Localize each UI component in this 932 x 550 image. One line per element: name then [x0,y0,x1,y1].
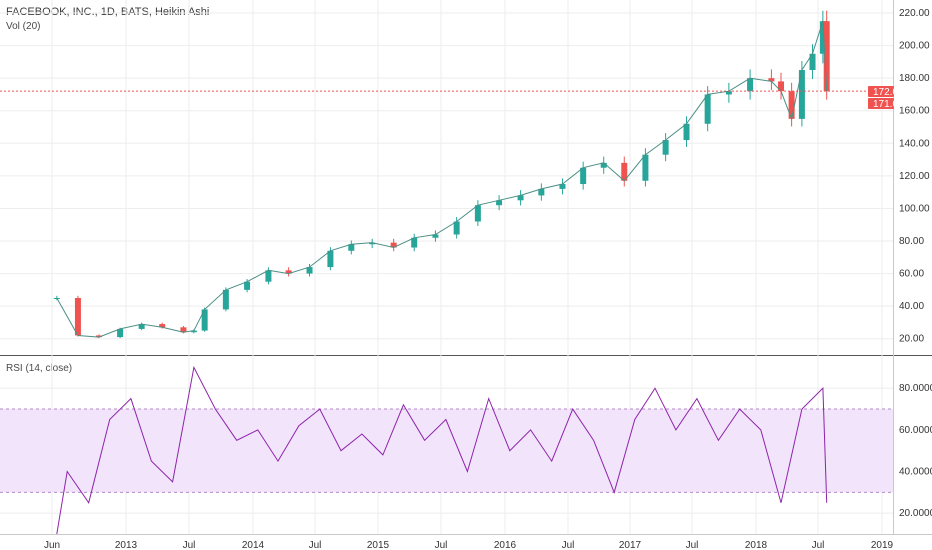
rsi-axis-tick: 60.0000 [899,425,932,436]
candle-body [348,244,355,251]
candle-body [117,328,124,338]
time-axis-tick: 2016 [494,540,517,550]
price-trend-line [56,21,828,338]
candle-body [798,70,805,119]
candle-body [432,234,439,238]
candle-body [823,21,830,92]
candle-body [621,162,628,181]
time-axis-tick: 2019 [871,540,894,550]
last-price-tag: 172.06 [868,86,904,98]
time-axis-tick: 2013 [115,540,138,550]
time-axis-tick: Jul [562,540,575,550]
time-axis-tick: 2014 [242,540,265,550]
price-axis-tick: 100.00 [899,203,930,214]
candle-body [704,94,711,124]
time-axis-tick: Jul [309,540,322,550]
candle-body [517,195,524,201]
time-axis-tick: Jul [183,540,196,550]
price-axis-tick: 80.00 [899,236,924,247]
candle-body [369,242,376,245]
close-price-tag: 171.06 [868,98,904,110]
price-axis-tick: 40.00 [899,301,924,312]
candle-body [683,123,690,141]
candle-body [96,335,103,338]
candle-body [285,270,292,274]
time-axis-tick: Jun [44,540,60,550]
price-axis-tick: 20.00 [899,334,924,345]
time-axis-tick: 2017 [619,540,642,550]
candle-body [138,324,145,329]
candle-body [725,91,732,95]
price-axis-tick: 180.00 [899,73,930,84]
time-axis-tick: 2015 [367,540,390,550]
time-axis-tick: 2018 [745,540,768,550]
close-price-text: 171.06 [873,99,904,110]
candle-body [222,289,229,310]
price-axis-tick: 200.00 [899,41,930,52]
time-axis-tick: Jul [686,540,699,550]
candle-body [768,78,775,82]
candle-body [642,154,649,181]
price-axis-tick: 60.00 [899,269,924,280]
candle-body [496,200,503,206]
rsi-line [56,365,828,535]
candle-body [74,298,81,336]
candle-body [390,242,397,248]
candles [53,10,830,339]
candle-body [559,184,566,189]
candle-body [159,324,166,328]
candle-body [201,309,208,331]
candle-body [600,162,607,168]
price-axis-tick: 120.00 [899,171,930,182]
candle-body [809,53,816,71]
rsi-axis-tick: 80.0000 [899,383,932,394]
candle-body [306,267,313,274]
time-axis-tick: Jul [435,540,448,550]
candle-body [180,327,187,333]
candle-body [819,21,826,54]
candle-body [453,221,460,235]
candle-body [190,330,197,333]
symbol-title: FACEBOOK, INC., 1D, BATS, Heikin Ashi [6,6,209,18]
rsi-axis-tick: 20.0000 [899,508,932,519]
candle-body [538,188,545,196]
candle-body [580,167,587,185]
price-axis-tick: 220.00 [899,8,930,19]
candle-body [662,140,669,155]
candle-body [265,270,272,282]
candle-body [778,81,785,92]
last-price-text: 172.06 [873,87,904,98]
candle-body [411,237,418,248]
candle-body [474,205,481,222]
rsi-band [0,409,893,493]
candle-body [327,250,334,268]
rsi-axis-tick: 40.0000 [899,467,932,478]
volume-indicator-label: Vol (20) [6,21,40,32]
rsi-indicator-label: RSI (14, close) [6,363,72,374]
candle-body [747,78,754,92]
time-axis-tick: Jul [812,540,825,550]
candle-body [244,281,251,290]
price-axis-tick: 140.00 [899,138,930,149]
candle-body [788,91,795,119]
price-axis-tick: 160.00 [899,106,930,117]
